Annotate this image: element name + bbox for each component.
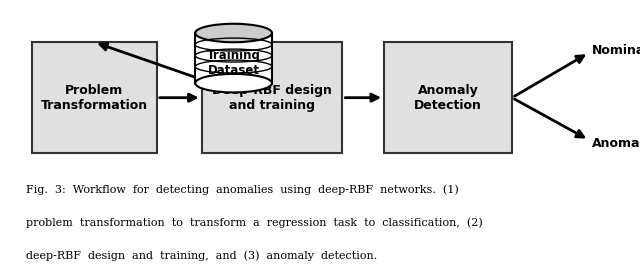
Text: Problem
Transformation: Problem Transformation [41,84,148,112]
Text: Nominal: Nominal [592,44,640,57]
Ellipse shape [195,24,272,42]
Ellipse shape [195,74,272,92]
Bar [195,33,272,83]
Text: Anomaly
Detection: Anomaly Detection [414,84,482,112]
FancyBboxPatch shape [32,42,157,153]
Text: Deep-RBF design
and training: Deep-RBF design and training [212,84,332,112]
FancyBboxPatch shape [384,42,512,153]
Text: Fig.  3:  Workflow  for  detecting  anomalies  using  deep-RBF  networks.  (1): Fig. 3: Workflow for detecting anomalies… [26,185,458,195]
Text: deep-RBF  design  and  training,  and  (3)  anomaly  detection.: deep-RBF design and training, and (3) an… [26,251,377,261]
Text: Training
Dataset: Training Dataset [207,49,260,77]
Text: Anomaly: Anomaly [592,137,640,150]
Text: problem  transformation  to  transform  a  regression  task  to  classification,: problem transformation to transform a re… [26,218,483,228]
FancyBboxPatch shape [202,42,342,153]
